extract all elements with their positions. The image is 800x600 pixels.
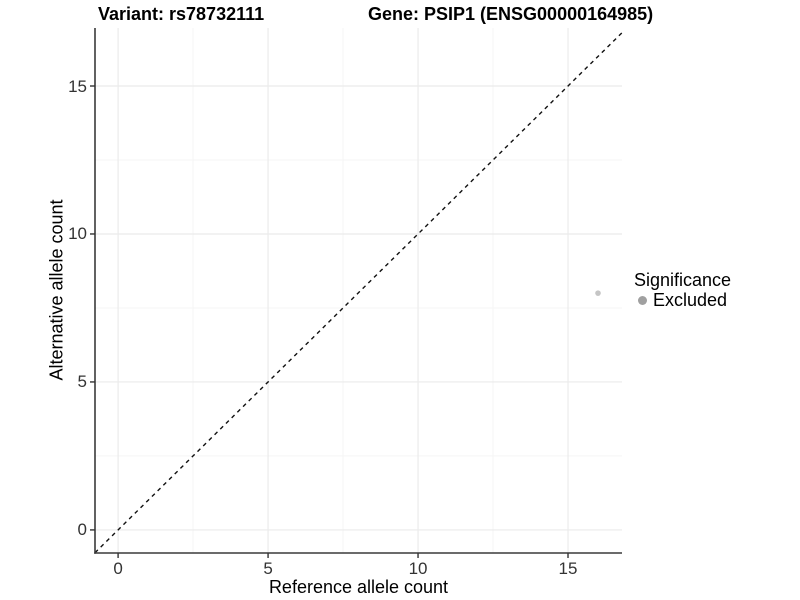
- y-tick-label: 10: [68, 224, 87, 244]
- x-tick-label: 5: [263, 559, 273, 578]
- x-tick-label: 0: [113, 559, 123, 578]
- plot-title-variant: Variant: rs78732111: [98, 4, 265, 24]
- legend-item-excluded: Excluded: [634, 290, 731, 310]
- y-axis-title: Alternative allele count: [46, 199, 67, 381]
- legend-item-label: Excluded: [653, 290, 728, 310]
- x-tick-label: 15: [558, 559, 578, 578]
- legend-key-dot-icon: [638, 295, 647, 305]
- legend: Significance Excluded: [634, 270, 731, 310]
- y-tick-label: 5: [77, 372, 87, 392]
- y-tick-label: 15: [68, 76, 87, 96]
- x-axis-title: Reference allele count: [268, 577, 449, 597]
- plot-title-gene: Gene: PSIP1 (ENSG00000164985): [368, 4, 654, 24]
- identity-line: [94, 32, 623, 554]
- data-point: [595, 290, 601, 296]
- y-tick-label: 0: [77, 520, 87, 540]
- legend-title: Significance: [634, 270, 732, 290]
- x-tick-label: 10: [408, 559, 428, 578]
